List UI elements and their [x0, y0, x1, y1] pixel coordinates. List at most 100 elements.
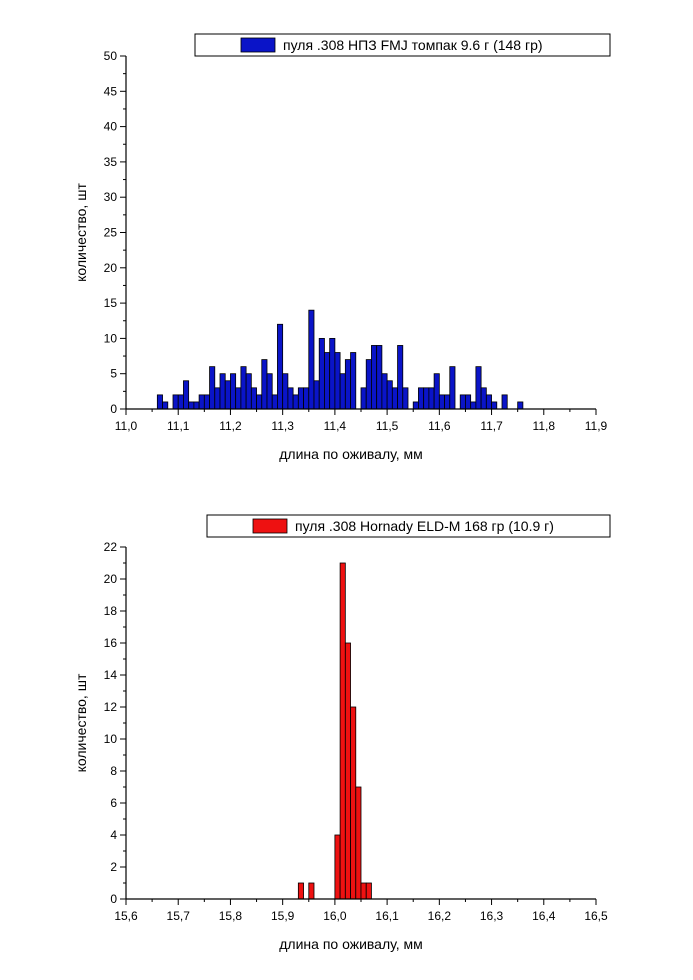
- y-tick-label: 18: [104, 604, 118, 618]
- bar-25: [292, 394, 299, 410]
- x-tick-label: 11,5: [376, 419, 399, 433]
- bar-8: [203, 394, 210, 410]
- y-tick-label: 20: [104, 261, 118, 275]
- bar-14: [235, 387, 242, 410]
- x-tick-label: 15,9: [271, 909, 295, 923]
- bar-3: [339, 562, 346, 900]
- bar-53: [449, 366, 456, 410]
- bar-1: [162, 401, 169, 410]
- bar-10: [214, 387, 221, 410]
- bar-49: [428, 387, 435, 410]
- bar-29: [313, 380, 320, 410]
- bar-30: [318, 337, 325, 410]
- bar-33: [334, 352, 341, 410]
- bar-59: [485, 394, 492, 410]
- y-axis-label: количество, шт: [73, 673, 89, 772]
- bar-6: [193, 401, 200, 410]
- bar-5: [188, 401, 195, 410]
- legend-swatch: [252, 518, 288, 534]
- bar-45: [402, 387, 409, 410]
- bar-50: [433, 373, 440, 410]
- y-tick-label: 12: [104, 700, 118, 714]
- bar-11: [219, 373, 226, 410]
- bar-23: [282, 373, 289, 410]
- x-axis-label: длина по оживалу, мм: [279, 446, 423, 462]
- bar-7: [198, 394, 205, 410]
- bar-46: [412, 401, 419, 410]
- bar-16: [245, 373, 252, 410]
- x-tick-label: 16,3: [480, 909, 504, 923]
- y-tick-label: 0: [110, 402, 117, 416]
- y-tick-label: 5: [110, 367, 117, 381]
- bar-26: [297, 387, 304, 410]
- x-tick-label: 11,1: [167, 419, 190, 433]
- bar-60: [491, 401, 498, 410]
- legend-box: [206, 514, 611, 538]
- histogram-npz-fmj: 11,0 11,1 11,2 11,3 11,4 11,5 11,6 11,7 11,8 11,9…: [73, 33, 611, 462]
- bar-34: [339, 373, 346, 410]
- x-tick-label: 11,6: [428, 419, 451, 433]
- bar-6: [355, 786, 362, 900]
- x-tick-label: 15,7: [167, 909, 191, 923]
- bar-2: [334, 834, 341, 900]
- bar-7: [360, 882, 367, 900]
- bar-8: [365, 882, 372, 900]
- bars: [156, 309, 524, 410]
- bar-56: [470, 401, 477, 410]
- bar-44: [397, 345, 404, 410]
- bar-4: [183, 380, 190, 410]
- y-tick-label: 14: [104, 668, 118, 682]
- y-tick-label: 6: [110, 796, 117, 810]
- y-tick-label: 30: [104, 190, 118, 204]
- y-tick-label: 25: [104, 226, 118, 240]
- bar-40: [376, 345, 383, 410]
- x-tick-label: 11,7: [480, 419, 503, 433]
- legend: пуля .308 НПЗ FMJ томпак 9.6 г (148 гр): [194, 33, 611, 57]
- bar-37: [360, 387, 367, 410]
- bar-27: [303, 387, 310, 410]
- bar-32: [329, 337, 336, 410]
- bar-1: [308, 882, 315, 900]
- y-tick-label: 22: [104, 540, 118, 554]
- y-tick-label: 0: [110, 892, 117, 906]
- bar-38: [365, 359, 372, 410]
- bar-54: [459, 394, 466, 410]
- y-tick-label: 16: [104, 636, 118, 650]
- x-tick-label: 11,8: [533, 419, 556, 433]
- bar-28: [308, 309, 315, 410]
- x-tick-label: 15,6: [114, 909, 138, 923]
- y-axis-label: количество, шт: [73, 183, 89, 282]
- x-tick-label: 16,4: [532, 909, 556, 923]
- bar-51: [438, 394, 445, 410]
- bars: [297, 562, 372, 900]
- y-tick-label: 8: [110, 764, 117, 778]
- y-tick-label: 2: [110, 860, 117, 874]
- legend-label: пуля .308 Hornady ELD-M 168 гр (10.9 г): [295, 518, 554, 534]
- y-tick-label: 20: [104, 572, 118, 586]
- bar-17: [250, 387, 257, 410]
- bar-5: [350, 706, 357, 900]
- histogram-hornady-eld-m: 15,6 15,7 15,8 15,9 16,0 16,1 16,2 16,3 16,4 16,5…: [73, 514, 611, 952]
- y-tick-label: 10: [104, 732, 118, 746]
- x-tick-label: 16,5: [584, 909, 608, 923]
- bar-19: [261, 359, 268, 410]
- bar-15: [240, 366, 247, 410]
- x-tick-label: 11,4: [324, 419, 347, 433]
- y-tick-label: 15: [104, 296, 118, 310]
- x-tick-label: 16,2: [428, 909, 452, 923]
- bar-22: [277, 323, 284, 410]
- bar-3: [177, 394, 184, 410]
- bar-47: [418, 387, 425, 410]
- bar-62: [517, 401, 524, 410]
- y-tick-label: 35: [104, 155, 118, 169]
- bar-18: [256, 394, 263, 410]
- bar-31: [324, 352, 331, 410]
- y-tick-label: 4: [110, 828, 117, 842]
- bar-41: [381, 373, 388, 410]
- bar-43: [391, 387, 398, 410]
- y-tick-label: 10: [104, 331, 118, 345]
- y-tick-label: 40: [104, 120, 118, 134]
- x-axis-label: длина по оживалу, мм: [279, 936, 423, 952]
- bar-55: [465, 394, 472, 410]
